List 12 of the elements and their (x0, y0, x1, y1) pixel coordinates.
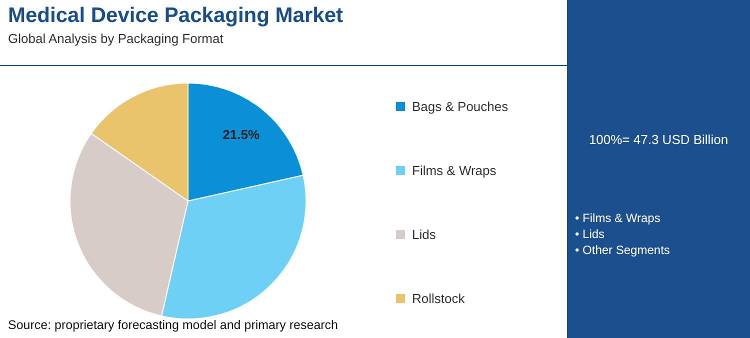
chart-subtitle: Global Analysis by Packaging Format (8, 31, 224, 46)
chart-title: Medical Device Packaging Market (8, 4, 343, 28)
data-label: 21.5% (222, 127, 260, 142)
text: • Other Segments (575, 242, 670, 258)
legend-label: Films & Wraps (412, 162, 496, 178)
text: 100%= 47.3 USD Billion (588, 132, 730, 147)
legend-label: Lids (412, 226, 436, 242)
legend-label: Rollstock (412, 290, 465, 306)
legend-label: Bags & Pouches (412, 98, 508, 114)
source-note: Source: proprietary forecasting model and primary research (8, 318, 338, 332)
text: • Lids (575, 226, 606, 242)
text: • Films & Wraps (575, 210, 662, 226)
